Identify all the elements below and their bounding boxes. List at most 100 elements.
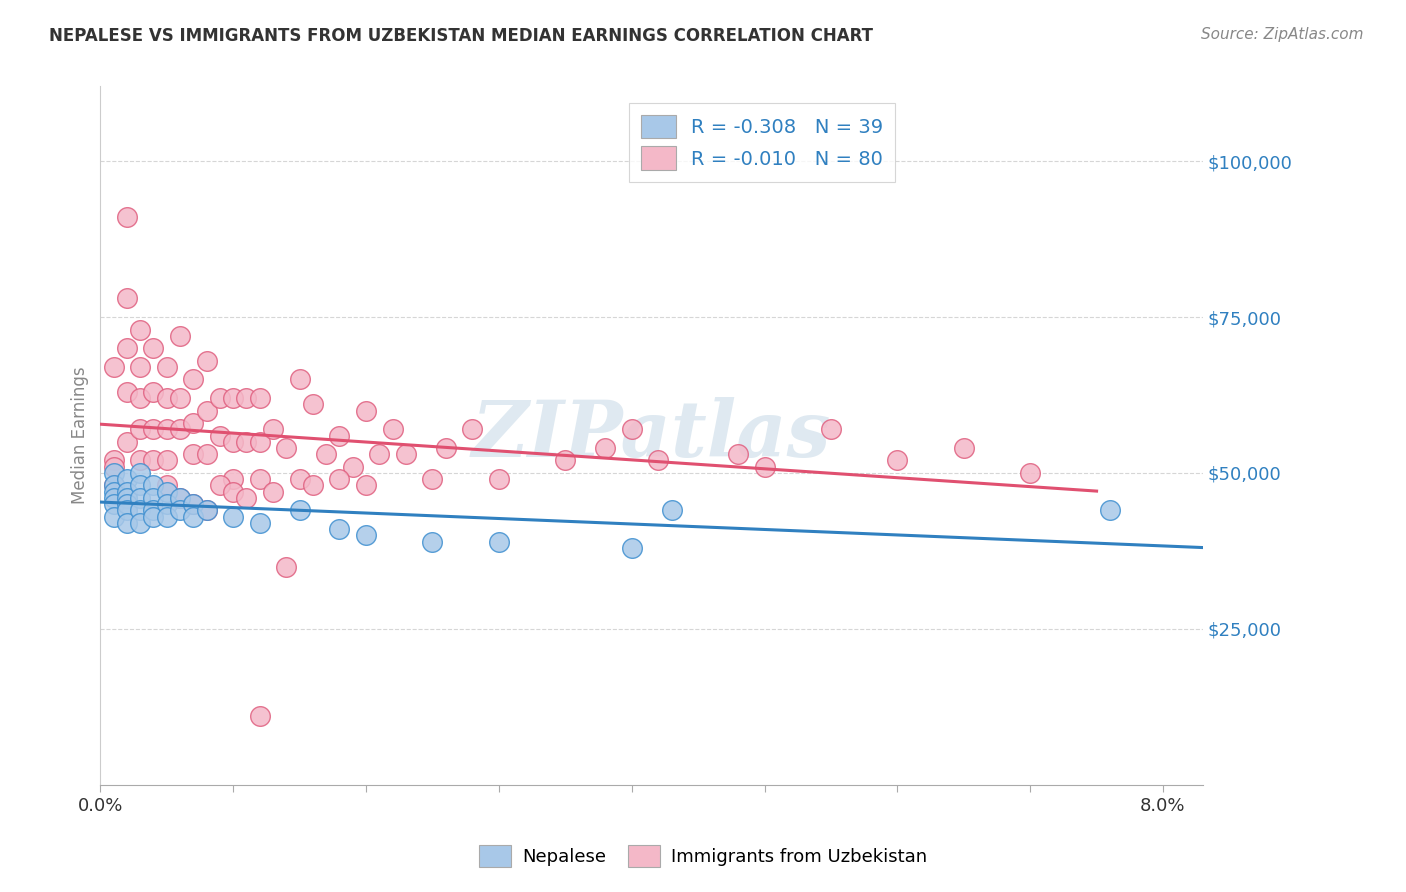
Point xyxy=(249,434,271,449)
Point xyxy=(129,466,152,480)
Point xyxy=(103,459,125,474)
Point xyxy=(1019,466,1042,480)
Point xyxy=(328,522,350,536)
Point xyxy=(183,416,205,430)
Point xyxy=(368,447,391,461)
Point xyxy=(115,503,138,517)
Point xyxy=(593,441,616,455)
Point xyxy=(129,322,152,336)
Point xyxy=(328,472,350,486)
Point xyxy=(129,453,152,467)
Point xyxy=(208,391,231,405)
Text: Source: ZipAtlas.com: Source: ZipAtlas.com xyxy=(1201,27,1364,42)
Point xyxy=(142,509,165,524)
Point xyxy=(222,434,245,449)
Point xyxy=(354,403,377,417)
Point xyxy=(142,491,165,505)
Point xyxy=(169,491,191,505)
Point xyxy=(195,503,218,517)
Point xyxy=(249,472,271,486)
Point xyxy=(115,516,138,530)
Point xyxy=(103,466,125,480)
Point xyxy=(727,447,749,461)
Point xyxy=(156,391,179,405)
Point xyxy=(115,472,138,486)
Point xyxy=(208,428,231,442)
Point xyxy=(342,459,364,474)
Point xyxy=(156,453,179,467)
Point xyxy=(156,497,179,511)
Point xyxy=(115,434,138,449)
Point xyxy=(169,503,191,517)
Y-axis label: Median Earnings: Median Earnings xyxy=(72,367,89,504)
Point xyxy=(328,428,350,442)
Point xyxy=(235,491,257,505)
Point xyxy=(647,453,669,467)
Point xyxy=(222,472,245,486)
Point xyxy=(103,478,125,492)
Point xyxy=(183,372,205,386)
Point xyxy=(302,397,325,411)
Point xyxy=(620,422,643,436)
Point xyxy=(183,497,205,511)
Point xyxy=(129,503,152,517)
Point xyxy=(115,497,138,511)
Point xyxy=(249,516,271,530)
Point xyxy=(156,509,179,524)
Point xyxy=(156,359,179,374)
Text: ZIPatlas: ZIPatlas xyxy=(472,397,831,474)
Point xyxy=(103,509,125,524)
Point xyxy=(129,478,152,492)
Point xyxy=(661,503,683,517)
Point xyxy=(115,341,138,355)
Point xyxy=(183,497,205,511)
Point xyxy=(754,459,776,474)
Point xyxy=(249,709,271,723)
Point xyxy=(156,478,179,492)
Legend: R = -0.308   N = 39, R = -0.010   N = 80: R = -0.308 N = 39, R = -0.010 N = 80 xyxy=(628,103,894,182)
Point xyxy=(169,422,191,436)
Point xyxy=(208,478,231,492)
Point xyxy=(235,434,257,449)
Point xyxy=(820,422,842,436)
Point xyxy=(262,484,284,499)
Point xyxy=(115,491,138,505)
Point xyxy=(288,472,311,486)
Point xyxy=(115,384,138,399)
Point xyxy=(129,391,152,405)
Point xyxy=(354,478,377,492)
Legend: Nepalese, Immigrants from Uzbekistan: Nepalese, Immigrants from Uzbekistan xyxy=(471,838,935,874)
Point xyxy=(169,328,191,343)
Point xyxy=(302,478,325,492)
Point xyxy=(488,472,510,486)
Point xyxy=(276,559,298,574)
Point xyxy=(115,211,138,225)
Point xyxy=(183,509,205,524)
Point xyxy=(354,528,377,542)
Point xyxy=(222,509,245,524)
Point xyxy=(115,291,138,305)
Point xyxy=(169,491,191,505)
Point xyxy=(620,541,643,555)
Point xyxy=(235,391,257,405)
Point xyxy=(195,403,218,417)
Point xyxy=(1098,503,1121,517)
Point xyxy=(276,441,298,455)
Point xyxy=(156,484,179,499)
Point xyxy=(262,422,284,436)
Point xyxy=(886,453,908,467)
Point xyxy=(195,447,218,461)
Point xyxy=(422,472,444,486)
Point xyxy=(315,447,337,461)
Point xyxy=(142,478,165,492)
Point xyxy=(169,391,191,405)
Point xyxy=(195,353,218,368)
Point xyxy=(554,453,576,467)
Point xyxy=(395,447,418,461)
Point xyxy=(422,534,444,549)
Point xyxy=(381,422,404,436)
Point xyxy=(129,491,152,505)
Point xyxy=(103,497,125,511)
Point xyxy=(222,391,245,405)
Point xyxy=(103,478,125,492)
